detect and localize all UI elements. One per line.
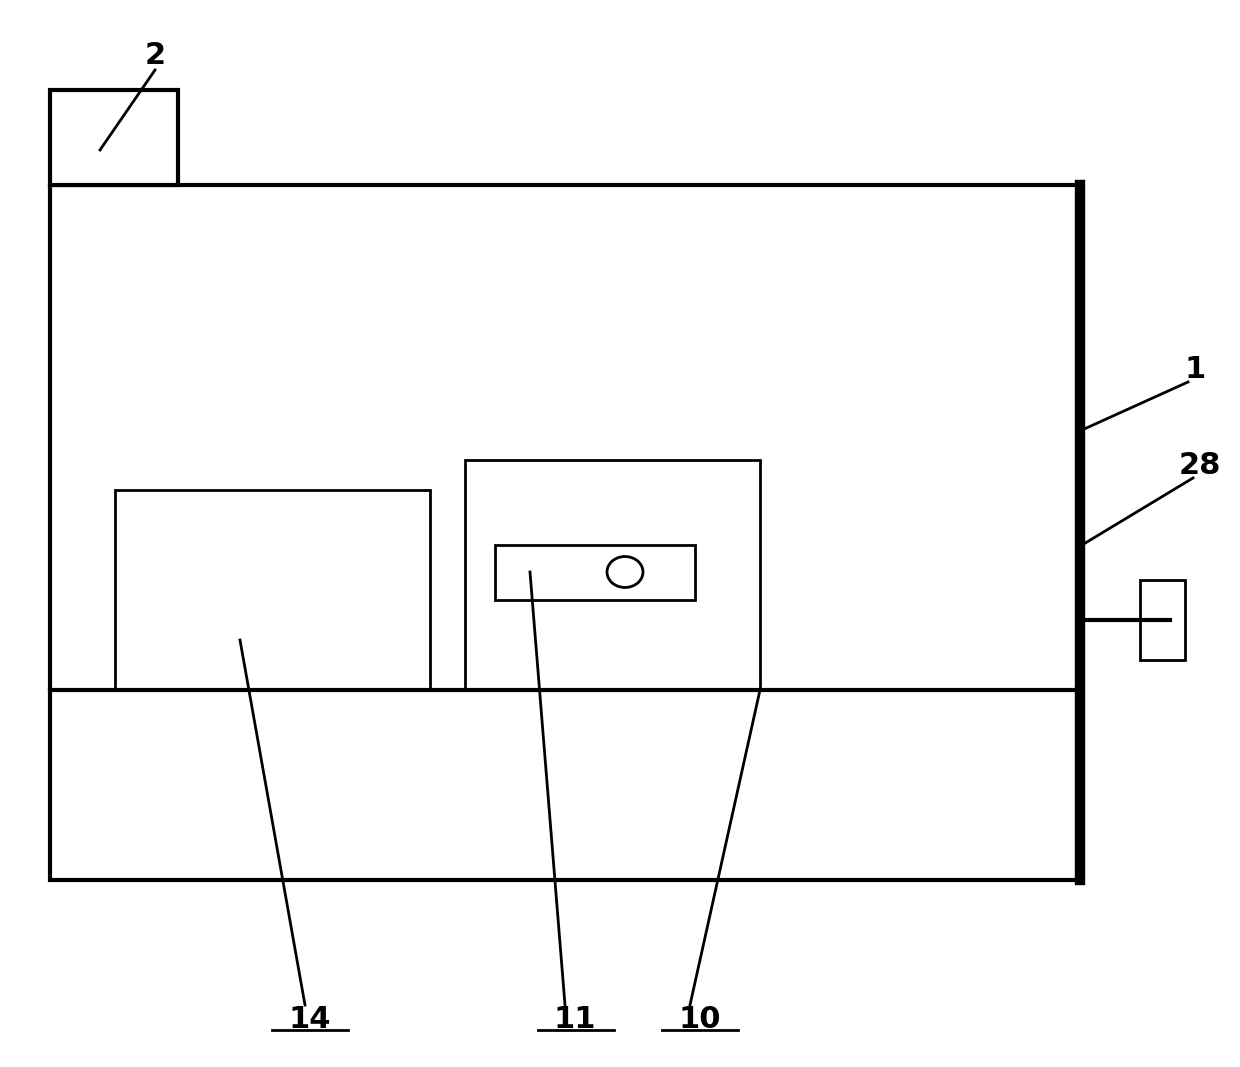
Bar (495, 545, 694, 600)
Bar (50, 185, 1080, 880)
Text: 10: 10 (678, 1005, 722, 1035)
Text: 1: 1 (1184, 355, 1205, 384)
Text: 14: 14 (289, 1005, 331, 1035)
Bar (1140, 580, 1185, 660)
Text: 28: 28 (1179, 450, 1221, 479)
Bar (465, 460, 760, 690)
Text: 11: 11 (554, 1005, 596, 1035)
Text: 2: 2 (144, 41, 166, 69)
Bar (50, 90, 179, 185)
Bar (115, 490, 430, 690)
